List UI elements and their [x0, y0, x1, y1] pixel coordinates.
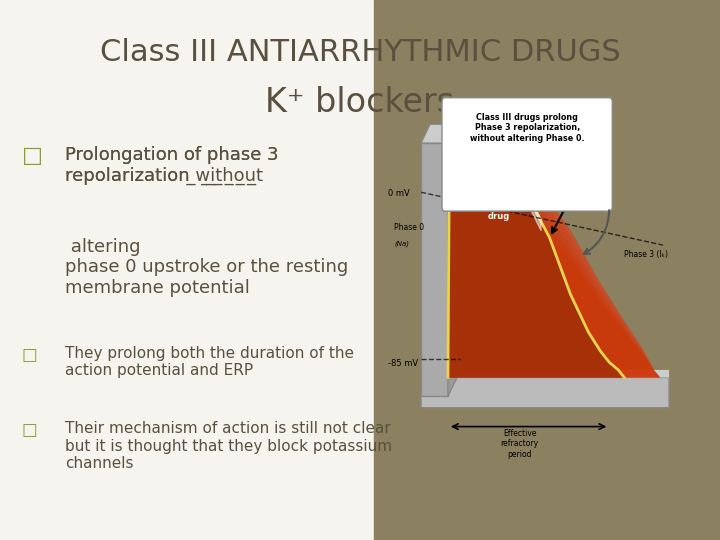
Text: Phase 3 (Iₖ): Phase 3 (Iₖ): [624, 249, 668, 259]
Polygon shape: [421, 377, 669, 408]
Polygon shape: [448, 124, 457, 396]
Text: Their mechanism of action is still not clear
but it is thought that they block p: Their mechanism of action is still not c…: [65, 421, 392, 471]
Text: -85 mV: -85 mV: [388, 359, 418, 368]
Text: They prolong both the duration of the
action potential and ERP: They prolong both the duration of the ac…: [65, 346, 354, 378]
Text: K⁺ blockers: K⁺ blockers: [266, 86, 454, 119]
Polygon shape: [448, 147, 660, 377]
Polygon shape: [448, 181, 660, 377]
Text: altering
phase 0 upstroke or the resting
membrane potential: altering phase 0 upstroke or the resting…: [65, 238, 348, 297]
Text: (Na): (Na): [394, 240, 409, 247]
Text: □: □: [22, 346, 37, 363]
Text: Effective
refractory
period: Effective refractory period: [500, 429, 539, 459]
Polygon shape: [421, 124, 457, 143]
Text: 0 mV: 0 mV: [388, 189, 410, 198]
Text: Class III ANTIARRHYTHMIC DRUGS: Class III ANTIARRHYTHMIC DRUGS: [99, 38, 621, 67]
Polygon shape: [448, 193, 660, 377]
Text: Prolongation of phase 3
repolarization ̲w̲i̲t̲h̲o̲u̲t: Prolongation of phase 3 repolarization ̲…: [65, 146, 279, 185]
Text: Phase 0: Phase 0: [394, 223, 424, 232]
FancyBboxPatch shape: [442, 98, 612, 211]
Text: □: □: [22, 421, 37, 439]
Polygon shape: [421, 143, 448, 396]
Polygon shape: [448, 147, 660, 377]
Text: No
drug: No drug: [487, 201, 510, 221]
Polygon shape: [421, 370, 669, 396]
Text: □: □: [22, 146, 42, 166]
Polygon shape: [448, 170, 660, 377]
Text: Prolongation of phase 3
repolarization: Prolongation of phase 3 repolarization: [65, 146, 279, 185]
Polygon shape: [448, 158, 660, 377]
Polygon shape: [448, 143, 624, 377]
Text: Class III drugs prolong
Phase 3 repolarization,
without altering Phase 0.: Class III drugs prolong Phase 3 repolari…: [470, 113, 585, 143]
